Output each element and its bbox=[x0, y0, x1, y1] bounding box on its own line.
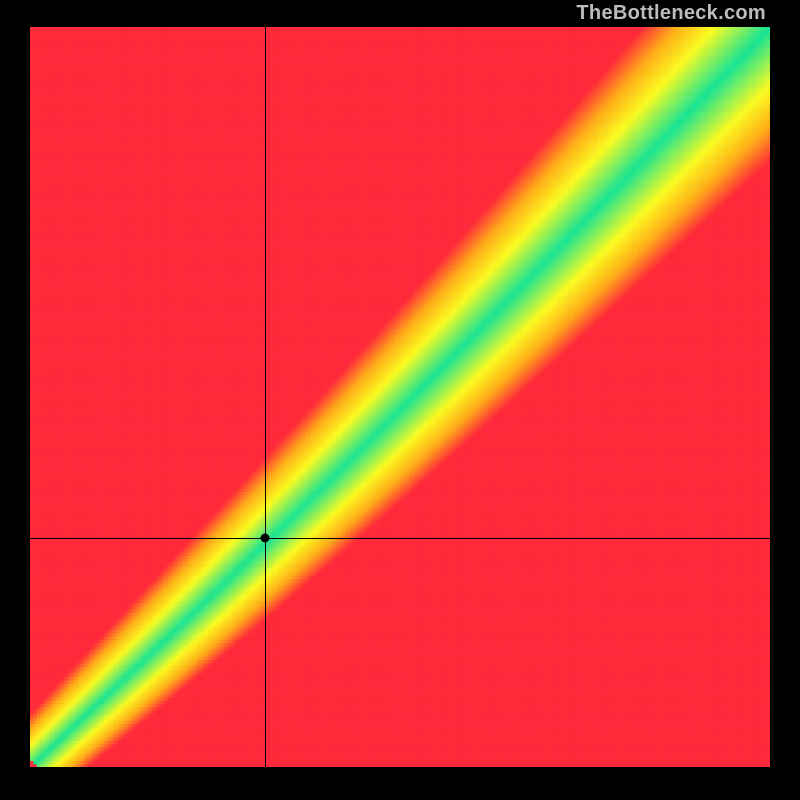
watermark-text: TheBottleneck.com bbox=[0, 0, 800, 25]
plot-area bbox=[30, 27, 770, 767]
heatmap-canvas bbox=[30, 27, 770, 767]
